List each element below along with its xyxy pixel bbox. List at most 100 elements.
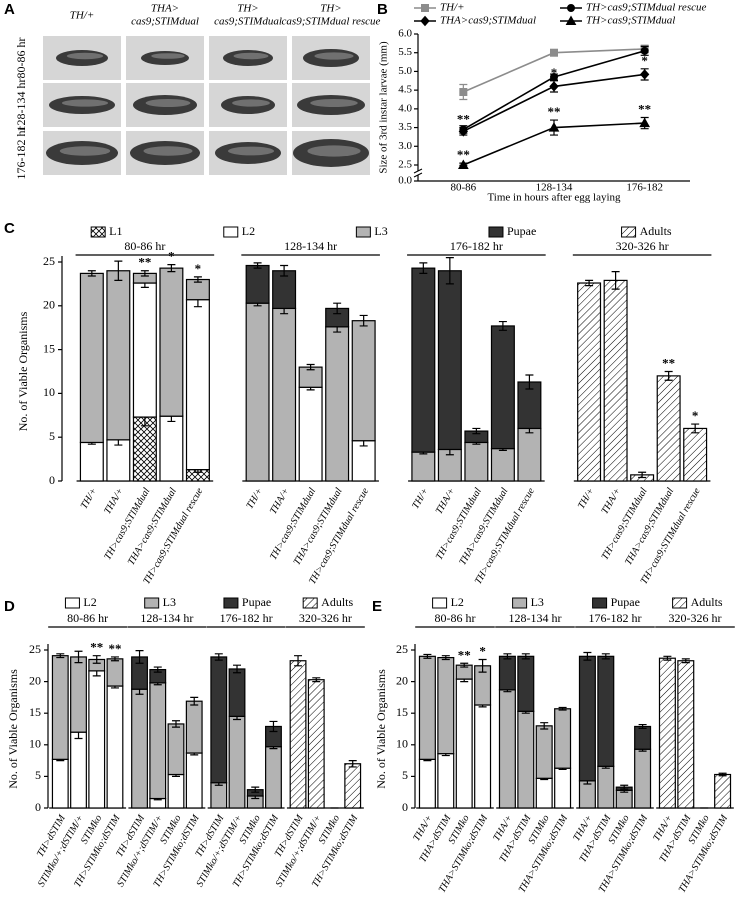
marker: [458, 126, 469, 137]
y-tick-label: 5: [49, 429, 55, 443]
bar-segment: [325, 326, 350, 482]
legend-label: L2: [242, 224, 255, 238]
error-bar: [312, 677, 321, 683]
bar-segment: [289, 660, 307, 809]
bar-segment: [228, 668, 246, 717]
y-tick-label: 0.0: [398, 175, 412, 187]
bar-segment: [167, 773, 185, 809]
legend-label: Adults: [640, 224, 672, 238]
row-label: 176-182 hr: [14, 127, 28, 180]
category-label: TH/+: [79, 486, 100, 511]
bar-segment: [578, 655, 596, 782]
bar-segment: [597, 765, 615, 809]
column-header: cas9;STIMdual: [131, 16, 199, 28]
error-bar: [87, 270, 96, 277]
bar-segment: [51, 655, 69, 760]
y-tick-label: 20: [43, 298, 55, 312]
error-bar: [253, 262, 262, 269]
legend-swatch: [223, 226, 239, 238]
y-tick-label: 5: [402, 768, 408, 782]
error-bar: [251, 786, 260, 793]
significance: *: [551, 65, 558, 80]
category-label: THA/+: [268, 486, 292, 516]
legend-marker: [565, 15, 577, 25]
bar-segment: [344, 763, 362, 809]
y-tick-label: 15: [29, 705, 41, 719]
error-bar: [306, 363, 315, 371]
bar-segment: [683, 427, 708, 482]
bar-segment: [106, 439, 131, 482]
significance: *: [479, 643, 486, 658]
error-bar: [153, 666, 162, 673]
larva-highlight: [145, 99, 191, 107]
error-bar: [601, 653, 610, 660]
significance: **: [548, 104, 561, 119]
significance: *: [168, 249, 175, 264]
error-bar: [135, 650, 144, 664]
bar-segment: [307, 679, 325, 809]
bar-segment: [603, 279, 628, 482]
category-label: THA>cas9;STIMdual: [292, 486, 345, 567]
panel-letter: D: [4, 598, 15, 615]
bar-segment: [351, 320, 376, 442]
group-label: 176-182 hr: [589, 611, 642, 625]
legend-label: Adults: [691, 595, 723, 609]
group-label: 128-134 hr: [284, 239, 337, 253]
error-bar: [333, 302, 342, 315]
bar-segment: [498, 655, 516, 691]
legend-swatch: [223, 597, 239, 609]
error-bar: [214, 653, 223, 661]
bar-segment: [185, 299, 210, 471]
bar-segment: [106, 658, 124, 687]
column-header: TH>: [237, 3, 258, 15]
marker: [640, 46, 649, 55]
marker: [550, 48, 558, 57]
error-bar: [167, 264, 176, 273]
error-bar: [294, 655, 303, 667]
legend-swatch: [512, 597, 528, 609]
group-label: 176-182 hr: [450, 239, 503, 253]
column-header: THA>: [151, 3, 179, 15]
legend-swatch: [355, 226, 371, 238]
bar-segment: [79, 441, 104, 482]
bar-segment: [437, 270, 462, 451]
significance: *: [641, 53, 648, 68]
error-bar: [663, 655, 672, 661]
column-header: cas9;STIMdual rescue: [282, 16, 381, 28]
error-bar: [56, 653, 65, 659]
marker: [457, 159, 469, 169]
bar-segment: [210, 782, 228, 809]
panel-letter: E: [372, 598, 382, 615]
legend-swatch: [90, 226, 106, 238]
bar-segment: [455, 678, 473, 809]
bar-segment: [79, 272, 104, 444]
bar-segment: [490, 325, 515, 450]
legend-label: L1: [109, 224, 122, 238]
legend-label: L3: [374, 224, 387, 238]
significance: **: [458, 647, 471, 662]
y-tick-label: 10: [29, 737, 41, 751]
legend-label: L2: [451, 595, 464, 609]
bar-segment: [351, 440, 376, 482]
bar-segment: [517, 710, 535, 809]
legend-label: L2: [83, 595, 96, 609]
significance: **: [662, 355, 675, 370]
bar-segment: [418, 655, 436, 760]
error-bar: [269, 720, 278, 733]
x-tick-label: 80-86: [450, 182, 476, 194]
row-label: 80-86 hr: [14, 38, 28, 79]
bar-segment: [159, 267, 184, 417]
bar-segment: [554, 708, 572, 769]
group-label: 128-134 hr: [140, 611, 193, 625]
larva-highlight: [233, 52, 269, 60]
error-bar: [445, 257, 454, 285]
error-bar: [423, 653, 432, 659]
significance: **: [457, 147, 470, 162]
significance: **: [108, 641, 121, 656]
bar-segment: [658, 657, 676, 809]
legend-label: TH>cas9;STIMdual rescue: [586, 2, 706, 14]
y-tick-label: 20: [29, 673, 41, 687]
legend-marker: [567, 4, 575, 12]
y-tick-label: 4.5: [398, 84, 412, 96]
